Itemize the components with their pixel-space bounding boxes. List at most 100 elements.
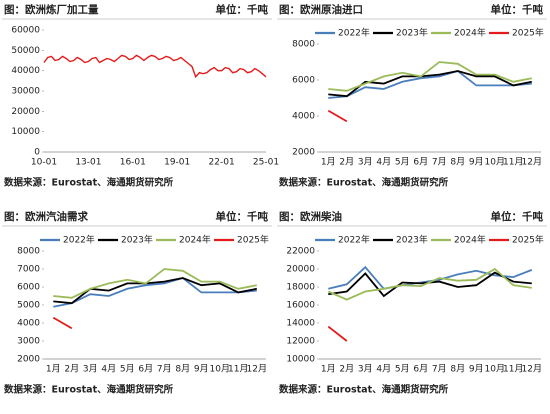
y-tick-label: 12000: [286, 337, 315, 347]
x-tick-label: 11月: [503, 364, 523, 375]
y-tick-label: 5000: [17, 301, 40, 311]
x-tick-label: 9月: [469, 364, 484, 375]
x-tick-label: 1月: [46, 364, 61, 375]
panel-title: 图：欧洲炼厂加工量: [4, 3, 99, 16]
panel-unit: 单位：千吨: [491, 3, 544, 16]
series-line: [328, 265, 533, 290]
legend-label: 2025年: [512, 27, 544, 39]
x-tick-label: 2月: [339, 364, 354, 375]
x-tick-label: 1月: [321, 157, 336, 168]
series-line: [328, 70, 532, 98]
y-tick-label: 0: [34, 148, 40, 158]
x-tick-label: 12月: [247, 364, 267, 375]
series-line: [327, 109, 348, 123]
x-tick-label: 2月: [64, 364, 79, 375]
x-tick-label: 5月: [120, 364, 135, 375]
x-tick-label: 10-01: [31, 158, 57, 168]
x-tick-label: 9月: [194, 364, 209, 375]
legend-label: 2025年: [512, 234, 544, 246]
x-tick-label: 7月: [432, 364, 447, 375]
y-tick-label: 40000: [11, 66, 40, 76]
series-line: [327, 267, 532, 301]
x-tick-label: 6月: [413, 364, 428, 375]
x-tick-label: 10月: [485, 364, 505, 375]
x-tick-label: 8月: [450, 157, 465, 168]
y-tick-label: 30000: [11, 87, 40, 97]
y-tick-label: 2000: [17, 355, 40, 365]
x-tick-label: 12月: [522, 364, 542, 375]
y-tick-label: 3000: [17, 337, 40, 347]
x-tick-label: 5月: [395, 364, 410, 375]
x-tick-label: 5月: [395, 157, 410, 168]
panel-unit: 单位：千吨: [216, 3, 269, 16]
panel-source: 数据来源：Eurostat、海通期货研究所: [3, 384, 174, 396]
x-tick-label: 4月: [376, 157, 391, 168]
series-line: [328, 61, 532, 92]
y-tick-label: 20000: [286, 265, 315, 275]
x-tick-label: 7月: [157, 364, 172, 375]
x-tick-label: 6月: [138, 364, 153, 375]
y-tick-label: 4000: [292, 112, 315, 122]
series-line: [53, 277, 257, 308]
legend-label: 2022年: [338, 234, 370, 246]
x-tick-label: 8月: [175, 364, 190, 375]
series-line: [52, 316, 73, 330]
panel-unit: 单位：千吨: [216, 210, 269, 223]
y-tick-label: 8000: [17, 247, 40, 257]
legend-label: 2023年: [396, 234, 428, 246]
x-tick-label: 8月: [450, 364, 465, 375]
y-tick-label: 10000: [11, 127, 40, 137]
y-tick-label: 50000: [11, 46, 40, 56]
panel-source: 数据来源：Eurostat、海通期货研究所: [278, 177, 449, 189]
series-line: [53, 268, 257, 299]
y-tick-label: 22000: [286, 247, 315, 257]
x-tick-label: 22-01: [209, 158, 235, 168]
legend-label: 2023年: [396, 27, 428, 39]
panel-source: 数据来源：Eurostat、海通期货研究所: [278, 384, 449, 396]
x-tick-label: 1月: [321, 364, 336, 375]
x-tick-label: 16-01: [120, 158, 146, 168]
x-tick-label: 7月: [432, 157, 447, 168]
x-tick-label: 11月: [228, 364, 248, 375]
panel-title: 图：欧洲原油进口: [279, 3, 363, 16]
panel-title: 图：欧洲柴油: [279, 210, 342, 223]
x-tick-label: 10月: [485, 157, 505, 168]
y-tick-label: 6000: [292, 76, 315, 86]
y-tick-label: 6000: [17, 283, 40, 293]
x-tick-label: 3月: [83, 364, 98, 375]
legend-label: 2025年: [237, 234, 269, 246]
legend-label: 2023年: [121, 234, 153, 246]
series-line: [328, 70, 532, 99]
x-tick-label: 3月: [358, 364, 373, 375]
x-tick-label: 25-01: [253, 158, 279, 168]
x-tick-label: 9月: [469, 157, 484, 168]
y-tick-label: 20000: [11, 107, 40, 117]
y-tick-label: 2000: [292, 148, 315, 158]
panel-source: 数据来源：Eurostat、海通期货研究所: [3, 177, 174, 189]
x-tick-label: 11月: [503, 157, 523, 168]
x-tick-label: 4月: [376, 364, 391, 375]
legend-label: 2024年: [179, 234, 211, 246]
y-tick-label: 4000: [17, 319, 40, 329]
panel-title: 图：欧洲汽油需求: [4, 210, 88, 223]
panel-unit: 单位：千吨: [491, 210, 544, 223]
legend-label: 2022年: [63, 234, 95, 246]
y-tick-label: 14000: [286, 319, 315, 329]
x-tick-label: 2月: [339, 157, 354, 168]
legend-label: 2024年: [454, 27, 486, 39]
x-tick-label: 3月: [358, 157, 373, 168]
legend-label: 2024年: [454, 234, 486, 246]
series-line: [328, 271, 532, 298]
y-tick-label: 7000: [17, 265, 40, 275]
x-tick-label: 6月: [413, 157, 428, 168]
y-tick-label: 16000: [286, 301, 315, 311]
x-tick-label: 13-01: [75, 158, 101, 168]
legend-label: 2022年: [338, 27, 370, 39]
y-tick-label: 8000: [292, 40, 315, 50]
y-tick-label: 10000: [286, 355, 315, 365]
y-tick-label: 18000: [286, 283, 315, 293]
series-line: [43, 54, 267, 79]
series-line: [327, 325, 348, 342]
x-tick-label: 19-01: [164, 158, 190, 168]
